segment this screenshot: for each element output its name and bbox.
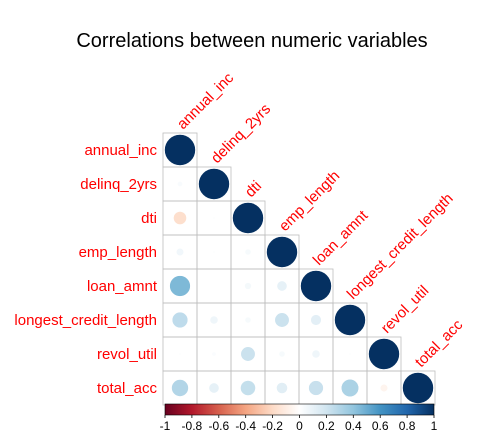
correlation-circle-total_acc-loan_amnt bbox=[308, 380, 324, 396]
column-label-annual_inc: annual_inc bbox=[174, 69, 238, 133]
colorbar: -1 -0.8 -0.6 -0.4 -0.2 0 0.2 0.4 0.6 0.8 1 bbox=[160, 403, 438, 433]
colorbar-tick-label: -1 bbox=[160, 419, 171, 433]
row-label-annual_inc: annual_inc bbox=[84, 142, 157, 159]
column-label-loan_amnt: loan_amnt bbox=[310, 207, 372, 269]
column-label-delinq_2yrs: delinq_2yrs bbox=[208, 101, 274, 167]
correlation-circle-revol_util-dti bbox=[240, 346, 256, 362]
colorbar-tick-label: 0.6 bbox=[372, 419, 389, 433]
correlation-circle-annual_inc-annual_inc bbox=[164, 134, 196, 166]
colorbar-tick-label: -0.8 bbox=[182, 419, 203, 433]
colorbar-tick-label: -0.2 bbox=[262, 419, 283, 433]
correlation-circle-dti-delinq_2yrs bbox=[212, 216, 216, 220]
colorbar-tick-label: 0 bbox=[296, 419, 303, 433]
correlation-circle-longest_credit_length-dti bbox=[244, 316, 252, 324]
correlation-circle-total_acc-total_acc bbox=[402, 372, 434, 404]
correlation-circle-total_acc-longest_credit_length bbox=[340, 378, 360, 398]
row-label-longest_credit_length: longest_credit_length bbox=[14, 312, 157, 329]
correlation-circle-longest_credit_length-longest_credit_length bbox=[334, 304, 366, 336]
colorbar-gradient bbox=[164, 403, 435, 416]
correlation-circle-revol_util-annual_inc bbox=[178, 352, 182, 356]
correlation-circles bbox=[164, 134, 434, 404]
row-label-dti: dti bbox=[141, 210, 157, 227]
correlation-circle-dti-dti bbox=[232, 202, 264, 234]
correlation-circle-longest_credit_length-annual_inc bbox=[171, 311, 189, 329]
correlation-circle-total_acc-emp_length bbox=[276, 382, 288, 394]
correlation-circle-revol_util-emp_length bbox=[278, 350, 286, 358]
colorbar-tick-label: -0.6 bbox=[208, 419, 229, 433]
column-label-total_acc: total_acc bbox=[412, 316, 467, 371]
column-label-emp_length: emp_length bbox=[276, 167, 343, 234]
column-label-longest_credit_length: longest_credit_length bbox=[344, 190, 457, 303]
correlation-circle-revol_util-longest_credit_length bbox=[348, 352, 352, 356]
colorbar-tick-label: 1 bbox=[431, 419, 438, 433]
correlation-circle-total_acc-revol_util bbox=[379, 383, 389, 393]
correlation-circle-revol_util-loan_amnt bbox=[311, 349, 321, 359]
correlation-circle-delinq_2yrs-annual_inc bbox=[177, 181, 183, 187]
row-label-revol_util: revol_util bbox=[97, 346, 157, 363]
correlation-circle-loan_amnt-dti bbox=[244, 282, 252, 290]
colorbar-tick-label: -0.4 bbox=[235, 419, 256, 433]
column-label-revol_util: revol_util bbox=[378, 282, 432, 336]
grid-cell bbox=[196, 268, 232, 304]
correlation-circle-loan_amnt-annual_inc bbox=[169, 275, 191, 297]
correlation-circle-dti-annual_inc bbox=[173, 211, 187, 225]
correlation-circle-emp_length-dti bbox=[244, 248, 252, 256]
correlation-circle-emp_length-annual_inc bbox=[175, 247, 185, 257]
colorbar-tick-label: 0.4 bbox=[345, 419, 362, 433]
colorbar-tick-label: 0.2 bbox=[318, 419, 335, 433]
column-label-dti: dti bbox=[242, 178, 265, 201]
grid-lines bbox=[162, 132, 436, 406]
correlation-circle-longest_credit_length-emp_length bbox=[274, 312, 290, 328]
chart-title: Correlations between numeric variables bbox=[76, 30, 427, 52]
correlation-circle-emp_length-emp_length bbox=[266, 236, 298, 268]
colorbar-tick-label: 0.8 bbox=[399, 419, 416, 433]
row-label-total_acc: total_acc bbox=[97, 380, 158, 397]
row-label-loan_amnt: loan_amnt bbox=[87, 278, 158, 295]
correlation-circle-longest_credit_length-delinq_2yrs bbox=[209, 315, 219, 325]
correlation-circle-revol_util-delinq_2yrs bbox=[211, 351, 217, 357]
row-label-delinq_2yrs: delinq_2yrs bbox=[80, 176, 157, 193]
correlation-circle-revol_util-revol_util bbox=[368, 338, 400, 370]
correlation-circle-emp_length-delinq_2yrs bbox=[212, 250, 216, 254]
correlation-circle-delinq_2yrs-delinq_2yrs bbox=[198, 168, 230, 200]
correlation-circle-total_acc-delinq_2yrs bbox=[208, 382, 220, 394]
row-label-emp_length: emp_length bbox=[79, 244, 157, 261]
correlation-circle-loan_amnt-emp_length bbox=[276, 280, 288, 292]
correlation-circle-longest_credit_length-loan_amnt bbox=[310, 314, 322, 326]
correlation-circle-total_acc-annual_inc bbox=[171, 379, 189, 397]
correlation-circle-total_acc-dti bbox=[240, 380, 256, 396]
correlation-circle-loan_amnt-loan_amnt bbox=[300, 270, 332, 302]
